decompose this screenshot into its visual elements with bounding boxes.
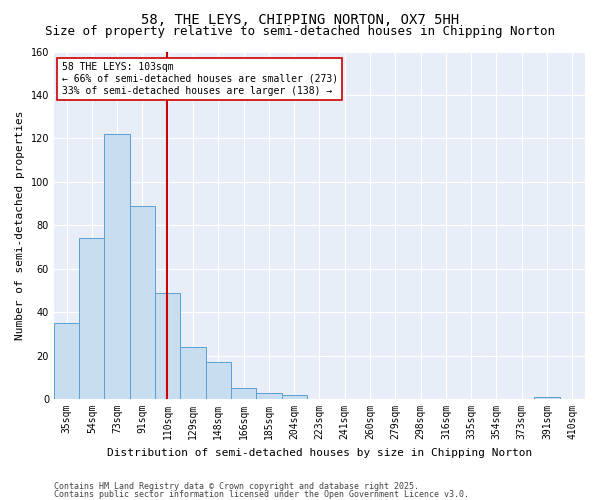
- Text: Contains HM Land Registry data © Crown copyright and database right 2025.: Contains HM Land Registry data © Crown c…: [54, 482, 419, 491]
- Text: 58 THE LEYS: 103sqm
← 66% of semi-detached houses are smaller (273)
33% of semi-: 58 THE LEYS: 103sqm ← 66% of semi-detach…: [62, 62, 338, 96]
- Bar: [155, 292, 181, 399]
- Bar: [206, 362, 231, 399]
- Bar: [54, 323, 79, 399]
- Text: Size of property relative to semi-detached houses in Chipping Norton: Size of property relative to semi-detach…: [45, 25, 555, 38]
- Bar: [281, 394, 307, 399]
- Bar: [79, 238, 104, 399]
- Bar: [256, 392, 281, 399]
- X-axis label: Distribution of semi-detached houses by size in Chipping Norton: Distribution of semi-detached houses by …: [107, 448, 532, 458]
- Y-axis label: Number of semi-detached properties: Number of semi-detached properties: [15, 110, 25, 340]
- Bar: [231, 388, 256, 399]
- Bar: [104, 134, 130, 399]
- Bar: [535, 397, 560, 399]
- Text: Contains public sector information licensed under the Open Government Licence v3: Contains public sector information licen…: [54, 490, 469, 499]
- Bar: [181, 347, 206, 399]
- Bar: [130, 206, 155, 399]
- Text: 58, THE LEYS, CHIPPING NORTON, OX7 5HH: 58, THE LEYS, CHIPPING NORTON, OX7 5HH: [141, 12, 459, 26]
